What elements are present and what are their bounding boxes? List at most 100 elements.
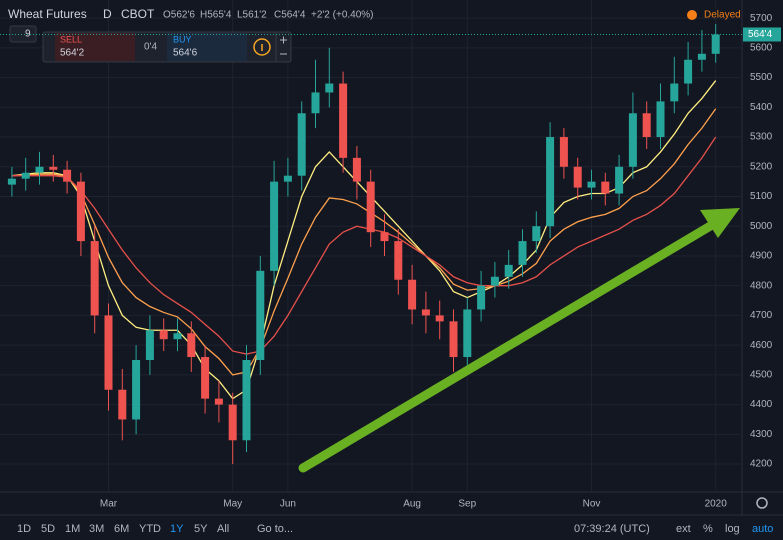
ribbon-line [11,136,717,355]
qty-buttons[interactable] [280,36,287,55]
scale-option[interactable]: % [703,523,713,535]
candle-body [270,181,279,271]
scale-option[interactable]: auto [752,523,773,535]
x-tick-label: Aug [403,499,421,510]
candle-body [421,309,430,316]
range-button[interactable]: 5D [41,523,55,535]
range-button[interactable]: 1Y [170,523,184,535]
candle-body [228,404,237,441]
candle-body [49,166,58,170]
candle-body [35,166,44,173]
candle-body [159,330,168,340]
candle-body [587,181,596,188]
y-tick-label: 5000 [750,221,773,232]
candle-body [490,276,499,286]
y-tick-label: 4900 [750,251,773,262]
candle-body [297,113,306,176]
candle-body [132,360,141,420]
y-tick-label: 5300 [750,132,773,143]
candle-body [615,166,624,194]
candle-body [697,53,706,60]
candle-body [145,330,154,361]
candle-body [394,241,403,280]
range-button[interactable]: 3M [89,523,104,535]
range-button[interactable]: All [217,523,229,535]
info-button[interactable] [253,38,271,56]
x-tick-label: May [223,499,242,510]
sell-label: SELL [60,34,82,44]
x-tick-label: Nov [583,499,601,510]
delayed-icon [687,10,697,20]
candle-body [656,101,665,138]
range-button[interactable]: 5Y [194,523,208,535]
trend-arrow [298,220,717,473]
x-tick-label: 2020 [705,499,728,510]
candle-body [76,181,85,242]
interval-box[interactable] [9,25,37,43]
candle-body [463,309,472,358]
candle-body [187,333,196,358]
sell-button[interactable] [55,33,135,61]
y-tick-label: 4300 [750,429,773,440]
candle-body [711,34,720,54]
trend-arrow-head [700,208,740,238]
candle-body [104,315,113,390]
y-tick-label: 5700 [750,13,773,24]
candle-body [601,181,610,194]
range-button[interactable]: 1M [65,523,80,535]
ohlc-open: O562'6 [163,10,195,21]
ohlc-low: L561'2 [237,10,267,21]
candle-body [118,389,127,420]
candle-body [408,279,417,310]
candle-body [559,137,568,167]
x-tick-label: Sep [458,499,476,510]
y-tick-label: 5100 [750,191,773,202]
candle-body [173,333,182,340]
sell-price: 564'2 [60,48,85,59]
goto-button[interactable]: Go to... [257,523,293,535]
candle-body [532,226,541,242]
candle-body [256,270,265,361]
candle-body [242,360,251,441]
scale-option[interactable]: ext [676,523,691,535]
scale-option[interactable]: log [725,523,740,535]
candle-body [352,157,361,182]
candle-body [518,241,527,265]
candle-body [504,264,513,277]
spread: 0'4 [144,42,157,53]
y-tick-label: 5600 [750,43,773,54]
y-tick-label: 4200 [750,459,773,470]
ribbon-line [11,108,717,376]
candle-body [642,113,651,138]
ribbon-line [11,80,717,400]
delayed-status: Delayed [704,10,741,21]
candle-body [628,113,637,167]
candle-body [435,315,444,322]
candle-body [7,178,16,185]
y-tick-label: 4700 [750,310,773,321]
candle-body [21,172,30,179]
y-tick-label: 5200 [750,161,773,172]
settings-icon[interactable] [756,497,768,509]
buy-label: BUY [173,34,192,44]
range-button[interactable]: YTD [139,523,161,535]
candle-body [90,241,99,316]
candle-body [380,232,389,242]
y-tick-label: 4600 [750,340,773,351]
range-button[interactable]: 1D [17,523,31,535]
candle-body [325,83,334,93]
y-tick-label: 5400 [750,102,773,113]
ohlc-high: H565'4 [200,10,232,21]
candle-body [63,169,72,182]
candle-body [311,92,320,114]
x-tick-label: Mar [100,499,118,510]
symbol-title: Wheat Futures [8,7,87,21]
last-price-tag [743,27,781,42]
candle-body [546,137,555,227]
buy-price: 564'6 [173,48,198,59]
exchange: CBOT [121,7,155,21]
range-button[interactable]: 6M [114,523,129,535]
candle-body [283,175,292,182]
buy-button[interactable] [167,33,247,61]
